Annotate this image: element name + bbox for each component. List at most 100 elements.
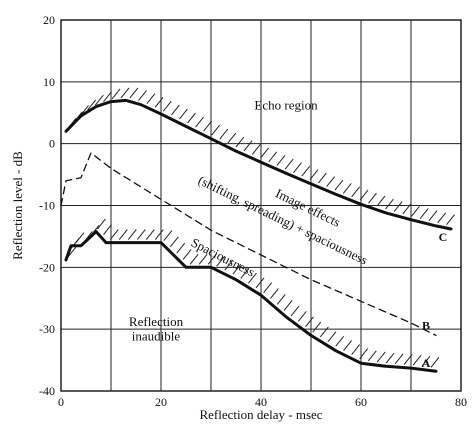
hatch-mark — [276, 155, 286, 166]
hatch-mark — [235, 136, 245, 148]
hatch-mark — [343, 340, 352, 351]
hatch-mark — [393, 201, 403, 212]
y-tick-label: 20 — [43, 13, 55, 27]
hatch-mark — [109, 229, 119, 240]
hatch-mark — [67, 246, 77, 258]
hatch-mark — [421, 355, 431, 367]
hatch-mark — [446, 214, 455, 225]
hatch-mark — [232, 263, 242, 275]
hatch-mark — [327, 331, 337, 342]
hatch-mark — [170, 104, 180, 116]
hatch-mark — [163, 230, 173, 241]
series-labels: C B A — [422, 230, 448, 370]
hatch-mark — [293, 162, 302, 173]
hatch-mark — [351, 344, 361, 355]
hatch-mark — [75, 232, 85, 244]
hatch-mark — [301, 165, 311, 177]
x-tick-label: 40 — [255, 395, 267, 409]
hatch-mark — [97, 218, 106, 230]
hatch-mark — [146, 93, 156, 104]
hatch-mark — [319, 326, 329, 338]
tick-labels: 0 20 40 60 80 20 10 0 -10 -20 -30 -40 — [39, 13, 467, 409]
hatch-mark — [260, 147, 269, 159]
hatch-mark — [376, 195, 386, 207]
hatch-mark — [326, 176, 336, 187]
region-annotation: Echo region — [254, 98, 318, 113]
series-label-A: A — [422, 356, 431, 370]
hatch-mark — [317, 172, 327, 184]
hatch-mark — [195, 116, 204, 128]
hatch-mark — [243, 140, 253, 152]
hatch-mark — [224, 259, 234, 271]
hatch-mark — [240, 268, 250, 279]
hatch-mark — [394, 353, 404, 365]
x-tick-label: 60 — [355, 395, 367, 409]
hatch-mark — [211, 124, 221, 136]
hatch-mark — [219, 128, 229, 140]
hatch-mark — [430, 357, 440, 368]
hatch-mark — [284, 158, 294, 170]
hatch-mark — [283, 300, 293, 311]
hatch-mark — [120, 87, 130, 99]
hatch-mark — [335, 336, 345, 347]
hatch-mark — [94, 94, 104, 106]
series-layer — [60, 98, 453, 373]
hatch-mark — [385, 198, 394, 210]
hatch-mark — [138, 90, 147, 101]
hatch-mark — [403, 354, 413, 365]
series-C-line — [64, 98, 453, 231]
series-A-line — [64, 230, 438, 373]
hatch-mark — [305, 316, 314, 328]
hatch-mark — [248, 272, 257, 284]
hatch-mark — [419, 208, 429, 219]
hatch-mark — [103, 224, 112, 235]
hatch-mark — [290, 305, 300, 317]
x-tick-label: 80 — [455, 395, 467, 409]
hatch-mark — [111, 88, 121, 100]
hatch-mark — [367, 350, 377, 362]
hatch-mark — [359, 348, 369, 359]
region-annotation: Reflection — [129, 314, 184, 329]
hatch-mark — [351, 186, 361, 198]
hatch-mark — [309, 169, 319, 180]
hatch-mark — [255, 277, 265, 289]
series-label-C: C — [439, 230, 448, 244]
hatch-mark — [145, 229, 155, 240]
hatch-mark — [334, 179, 344, 191]
hatch-mark — [169, 236, 179, 248]
hatch-mark — [176, 242, 186, 254]
hatch-mark — [103, 91, 112, 103]
hatch-mark — [227, 132, 237, 144]
hatch-mark — [198, 254, 208, 265]
hatch-mark — [402, 203, 412, 215]
y-tick-label: 10 — [43, 75, 55, 89]
hatch-mark — [118, 229, 128, 240]
hatch-mark — [127, 229, 137, 240]
hatch-mark — [268, 151, 278, 163]
hatch-mark — [312, 321, 322, 333]
y-tick-label: -40 — [39, 384, 55, 398]
hatch-mark — [162, 100, 172, 112]
x-axis-title: Reflection delay - msec — [199, 407, 322, 422]
hatch-mark — [154, 97, 164, 108]
hatch-mark — [263, 282, 273, 294]
hatch-mark — [207, 254, 217, 265]
hatch-mark — [359, 189, 369, 201]
hatch-mark — [297, 311, 307, 322]
hatch-mark — [437, 212, 447, 224]
x-tick-label: 0 — [58, 395, 64, 409]
hatch-mark — [270, 288, 279, 299]
hatch-mark — [129, 87, 139, 99]
hatch-mark — [189, 254, 199, 265]
hatch-mark — [179, 108, 188, 120]
hatch-mark — [187, 112, 196, 124]
hatch-mark — [411, 205, 420, 217]
hatch-mark — [376, 351, 386, 363]
hatch-mark — [216, 255, 226, 267]
hatch-mark — [412, 354, 422, 366]
hatch-mark — [428, 210, 438, 221]
hatch-mark — [182, 249, 192, 260]
x-tick-label: 20 — [155, 395, 167, 409]
